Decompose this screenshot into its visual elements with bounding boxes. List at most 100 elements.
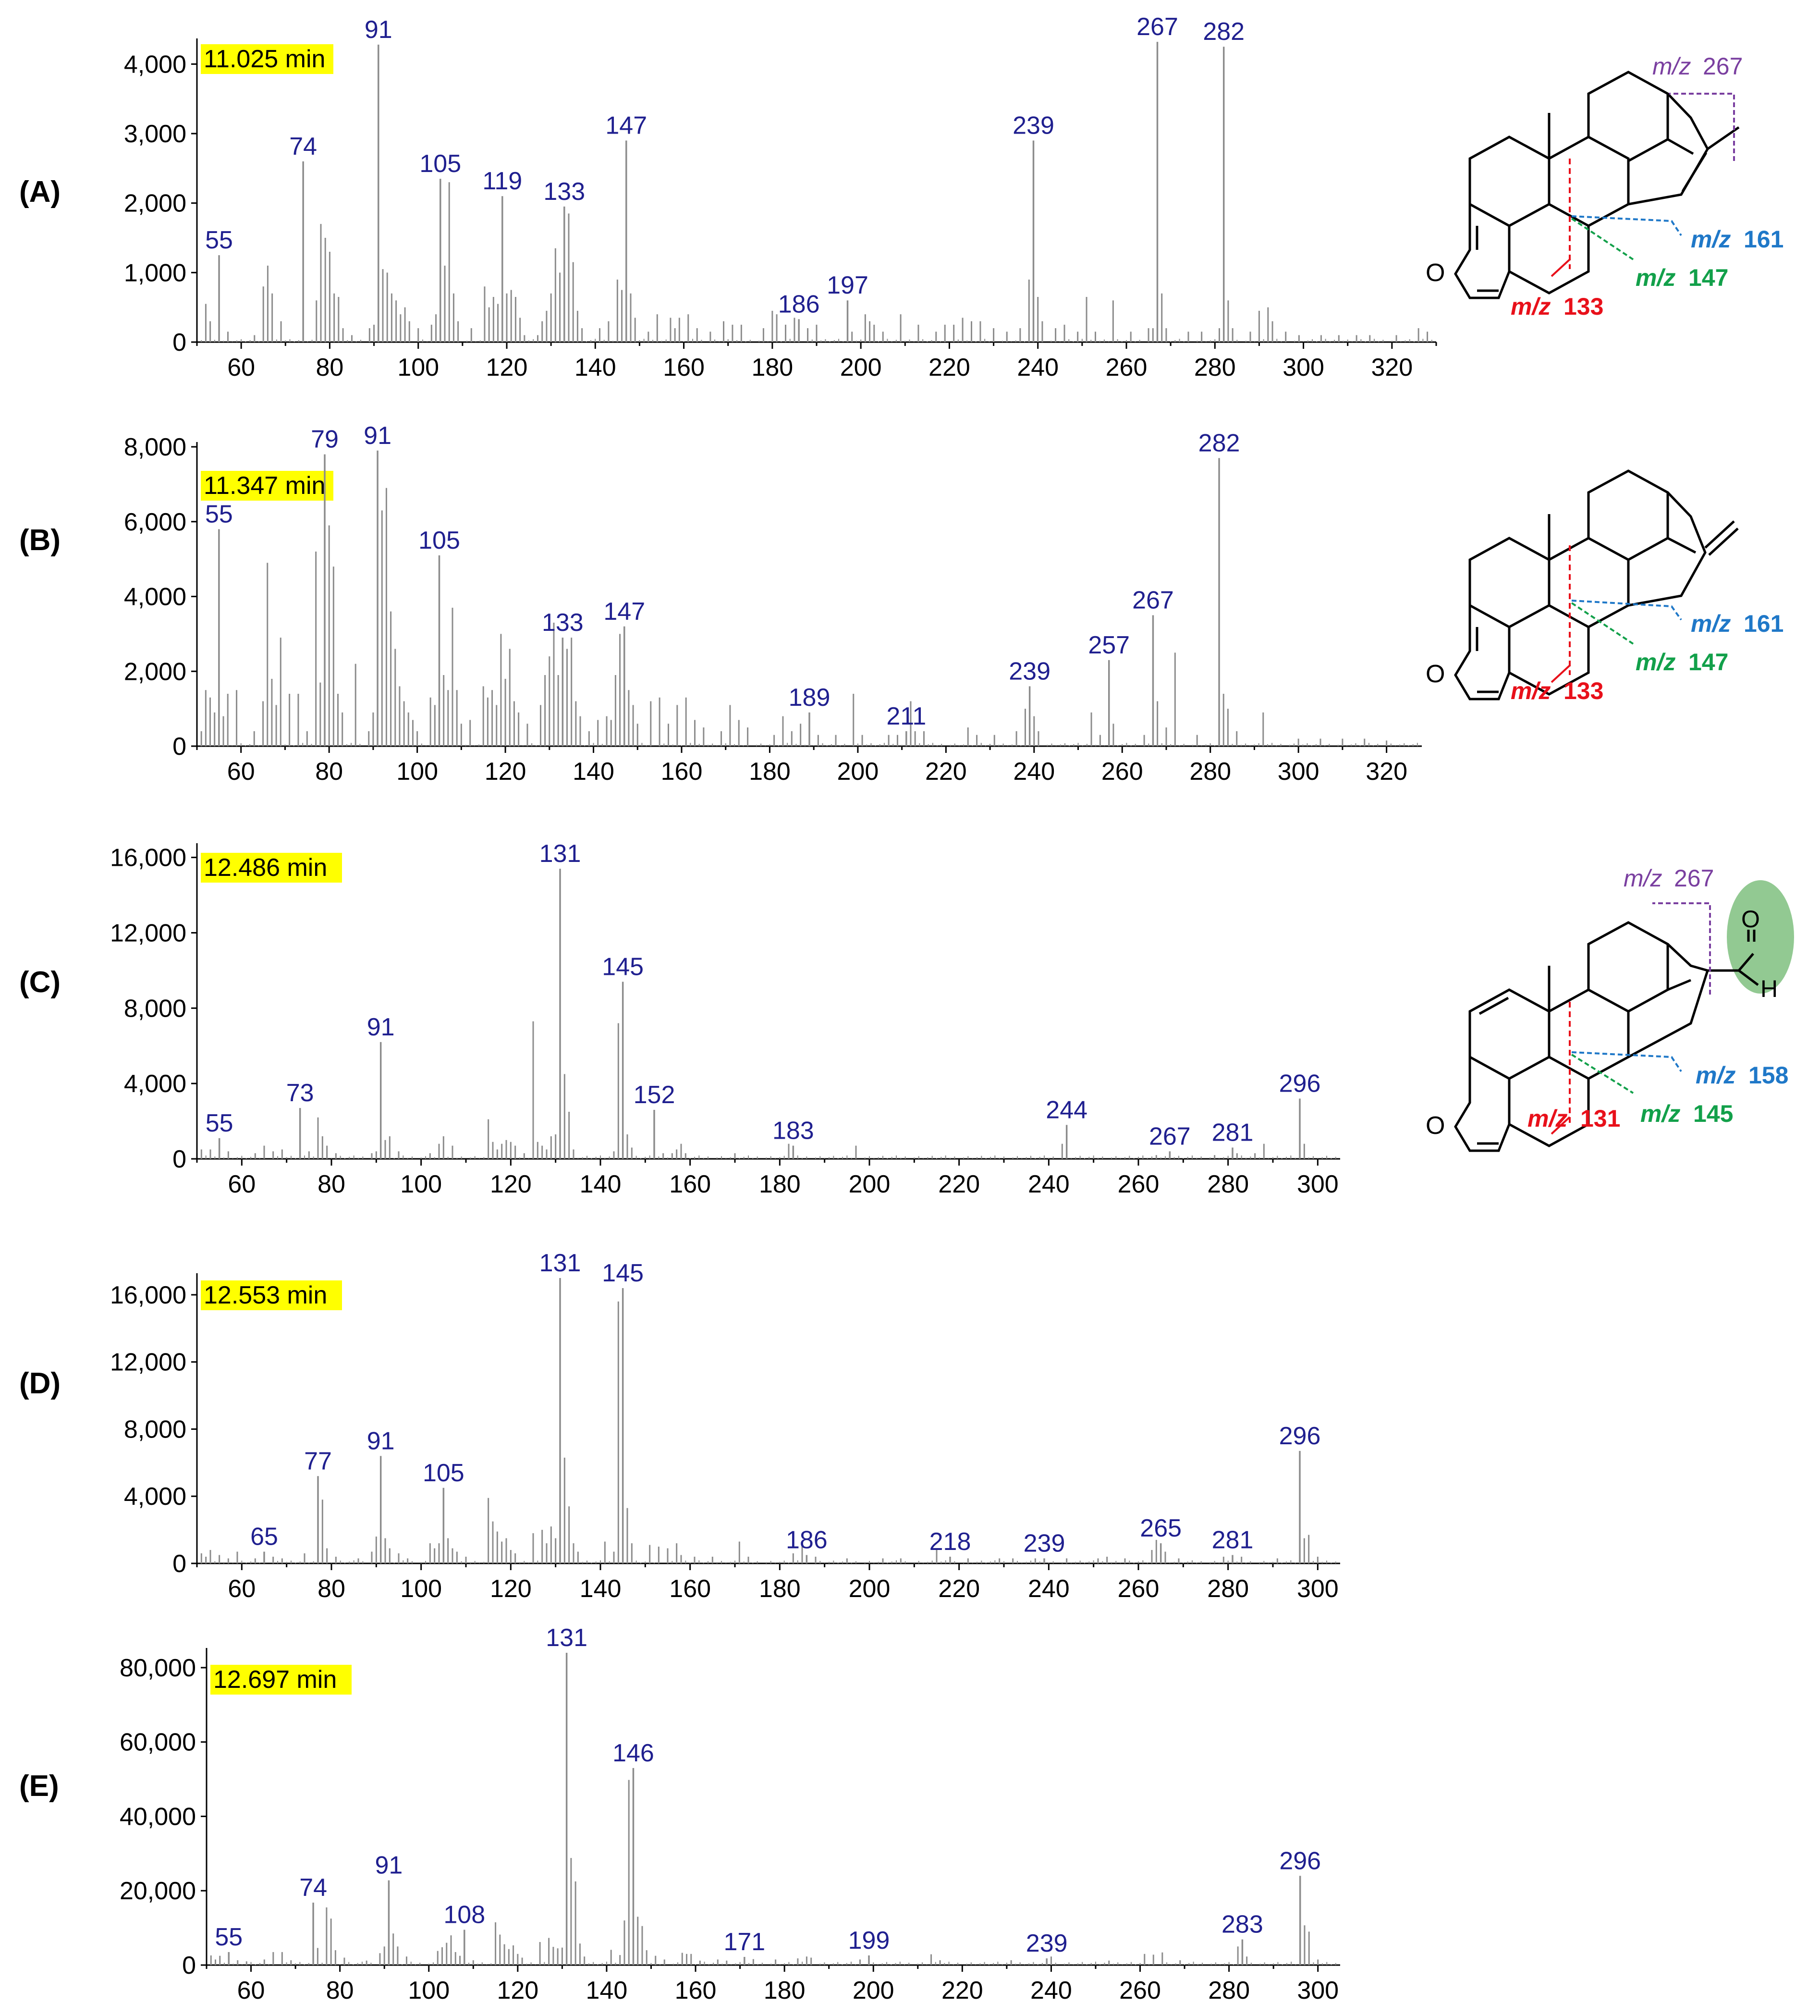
x-tick-label: 300 — [1278, 758, 1319, 786]
ring-cyclohexane-e — [1508, 627, 1590, 696]
x-tick-label: 80 — [326, 1977, 354, 2004]
peak-label: 105 — [418, 527, 460, 554]
ring-top-b — [1587, 469, 1669, 561]
exo-methylene-b2 — [1708, 528, 1739, 556]
x-tick-label: 220 — [941, 1977, 983, 2004]
arrow-blue-b — [1571, 600, 1682, 621]
peak-label: 281 — [1212, 1526, 1254, 1554]
x-tick-label: 280 — [1207, 1575, 1249, 1603]
peak-label: 133 — [542, 609, 584, 637]
y-tick-label: 60,000 — [120, 1729, 196, 1757]
x-tick-label: 100 — [400, 1575, 442, 1603]
peak-label: 91 — [367, 1013, 395, 1041]
peak-label: 55 — [215, 1923, 243, 1951]
peak-label: 296 — [1279, 1847, 1321, 1875]
y-tick-label: 0 — [172, 733, 186, 761]
retention-time-label: 12.553 min — [204, 1281, 327, 1309]
x-tick-label: 320 — [1366, 758, 1407, 786]
x-tick-label: 240 — [1030, 1977, 1072, 2004]
peak-label: 74 — [299, 1874, 327, 1902]
frag-label-blue-c-value: 158 — [1748, 1062, 1788, 1089]
peak-label: 183 — [772, 1117, 814, 1145]
x-tick-label: 120 — [490, 1575, 532, 1603]
y-tick-label: 0 — [172, 329, 186, 356]
y-tick-label: 16,000 — [110, 1281, 186, 1309]
x-tick-label: 120 — [497, 1977, 538, 2004]
y-tick-label: 8,000 — [124, 1415, 186, 1443]
x-tick-label: 60 — [227, 758, 255, 786]
x-tick-label: 240 — [1013, 758, 1055, 786]
arrow-red-a — [1551, 258, 1571, 277]
x-tick-label: 100 — [397, 354, 439, 381]
frag-label-red-c-prefix: m/z — [1527, 1105, 1567, 1132]
x-tick-label: 280 — [1208, 1977, 1250, 2004]
x-tick-label: 300 — [1283, 354, 1324, 381]
x-tick-label: 200 — [853, 1977, 894, 2004]
peak-label: 244 — [1046, 1096, 1087, 1124]
x-tick-label: 80 — [318, 1575, 345, 1603]
x-tick-label: 160 — [675, 1977, 717, 2004]
structure-a-fragments: m/z 267 m/z 161 m/z 147 m/z 133 — [1511, 53, 1783, 320]
exo-methylene-b — [1704, 520, 1735, 549]
y-tick-label: 1,000 — [124, 259, 186, 287]
x-tick-label: 220 — [938, 1575, 980, 1603]
structure-c-oxygen: O — [1426, 1112, 1445, 1140]
structure-c — [1454, 921, 1759, 1152]
y-tick-label: 16,000 — [110, 844, 186, 872]
x-tick-label: 160 — [669, 1575, 711, 1603]
retention-time-highlight — [201, 853, 342, 883]
peak-label: 296 — [1279, 1070, 1321, 1098]
arrow-purple-a — [1669, 93, 1735, 161]
peak-label: 146 — [612, 1739, 654, 1767]
structure-c-fragments: m/z 267 m/z 158 m/z 145 m/z 131 — [1527, 865, 1788, 1135]
y-tick-label: 40,000 — [120, 1803, 196, 1831]
x-tick-label: 180 — [751, 354, 793, 381]
x-tick-label: 140 — [573, 758, 614, 786]
frag-label-red-a-prefix: m/z — [1511, 293, 1551, 320]
y-tick-label: 0 — [172, 1550, 186, 1578]
peak-label: 239 — [1024, 1530, 1065, 1558]
peak-label: 186 — [786, 1526, 828, 1554]
x-tick-label: 100 — [396, 758, 438, 786]
retention-time-label: 12.697 min — [213, 1666, 337, 1694]
y-tick-label: 2,000 — [124, 658, 186, 686]
x-tick-label: 180 — [749, 758, 791, 786]
structure-a — [1454, 71, 1740, 299]
x-tick-label: 80 — [318, 1170, 345, 1198]
panel-label: (D) — [19, 1367, 61, 1400]
x-tick-label: 100 — [408, 1977, 450, 2004]
x-tick-label: 60 — [227, 354, 255, 381]
frag-label-green-c-prefix: m/z — [1640, 1100, 1680, 1127]
peak-label: 218 — [929, 1528, 971, 1556]
x-tick-label: 140 — [574, 354, 616, 381]
x-tick-label: 60 — [228, 1170, 256, 1198]
retention-time-highlight — [201, 471, 333, 501]
spectrum-panel-d: (D) 12.553 min 0 4,000 8,000 12,000 16,000 60 80… — [19, 1249, 1340, 1603]
structure-b-oxygen: O — [1426, 660, 1445, 688]
frag-label-green-b-prefix: m/z — [1636, 649, 1675, 676]
furan-ring-c — [1454, 1057, 1511, 1152]
frag-label-green-a-prefix: m/z — [1636, 264, 1675, 291]
frag-label-purple-c-value: 267 — [1674, 865, 1714, 892]
ring-cyclohexene-a — [1548, 135, 1630, 227]
peak-label: 91 — [364, 422, 391, 450]
y-tick-label: 20,000 — [120, 1877, 196, 1905]
peak-label: 131 — [546, 1624, 587, 1652]
ring-cyclohexane-b — [1508, 226, 1590, 295]
x-tick-label: 100 — [400, 1170, 442, 1198]
aldehyde-oxygen: O — [1741, 906, 1760, 933]
arrow-green-c — [1571, 1054, 1634, 1094]
arrow-blue-c — [1571, 1051, 1682, 1072]
y-tick-label: 4,000 — [124, 583, 186, 611]
frag-label-green-c-value: 145 — [1693, 1100, 1733, 1127]
ring-top-a — [1587, 71, 1669, 162]
x-tick-label: 180 — [759, 1575, 801, 1603]
ring-cyclohexane-f — [1548, 988, 1630, 1080]
panel-label: (B) — [19, 524, 61, 557]
peak-label: 55 — [206, 1109, 233, 1137]
peak-label: 189 — [789, 684, 831, 712]
peak-label: 197 — [827, 271, 868, 299]
frag-label-purple-a-value: 267 — [1703, 53, 1743, 80]
x-tick-label: 200 — [840, 354, 882, 381]
x-tick-label: 60 — [228, 1575, 256, 1603]
